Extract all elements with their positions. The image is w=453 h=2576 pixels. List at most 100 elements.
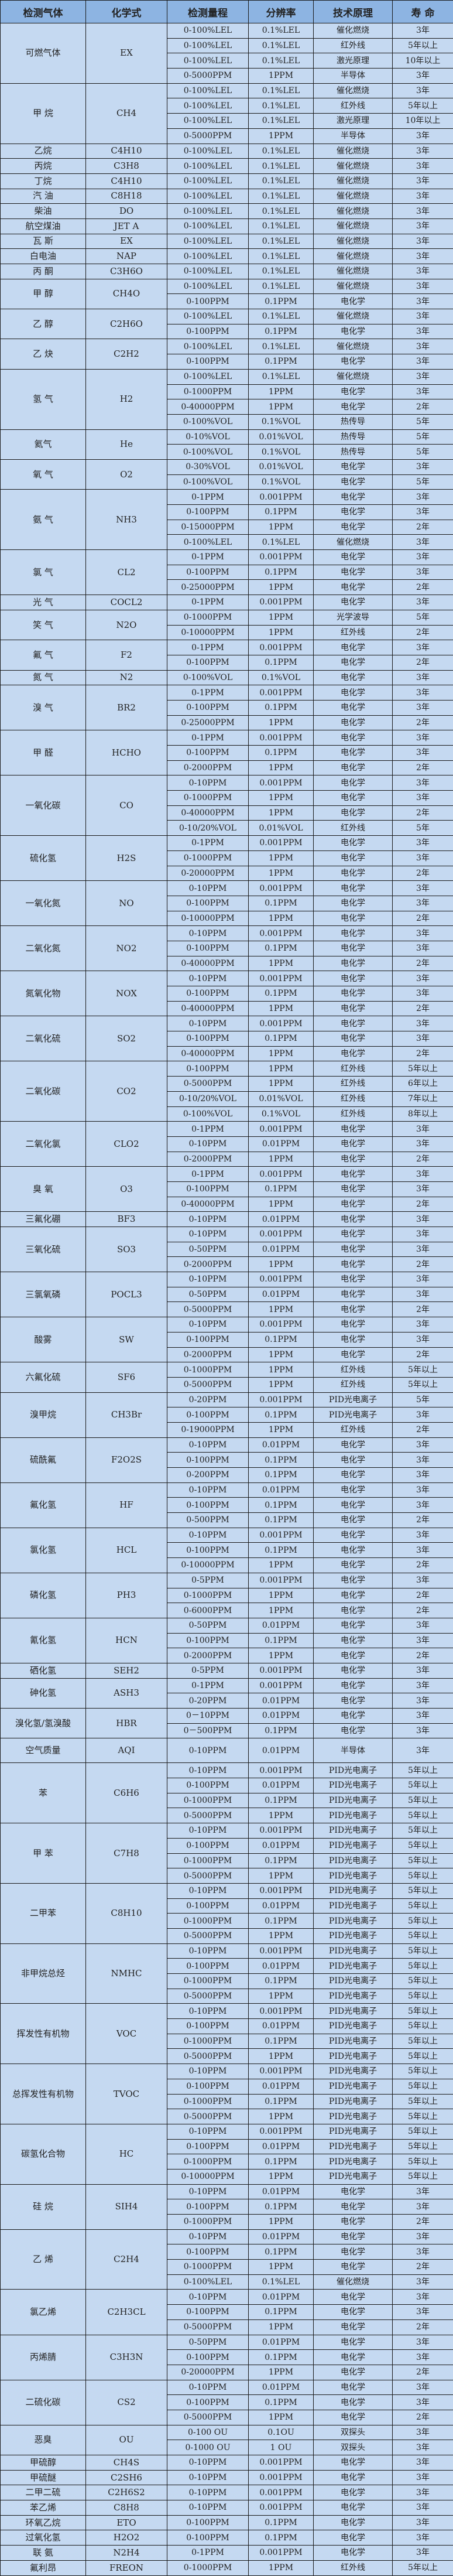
principle-cell: 电化学: [314, 1031, 393, 1047]
formula-cell: SW: [86, 1317, 167, 1362]
principle-cell: 电化学: [314, 2380, 393, 2395]
principle-cell: 电化学: [314, 1678, 393, 1693]
gas-name-cell: 磷化氢: [1, 1573, 86, 1618]
range-cell: 0-2000PPM: [167, 1257, 249, 1272]
formula-cell: HF: [86, 1482, 167, 1528]
principle-cell: 电化学: [314, 324, 393, 339]
gas-name-cell: 丙 酮: [1, 264, 86, 279]
life-cell: 5年: [393, 445, 453, 460]
range-cell: 0-1PPM: [167, 595, 249, 610]
principle-cell: 电化学: [314, 2500, 393, 2516]
resolution-cell: 0.1%VOL: [249, 1106, 314, 1122]
range-cell: 0-15000PPM: [167, 520, 249, 535]
range-cell: 0-1000PPM: [167, 1588, 249, 1603]
principle-cell: PID光电离子: [314, 2079, 393, 2094]
resolution-cell: 0.001PPM: [249, 2124, 314, 2139]
life-cell: 3年: [393, 2350, 453, 2365]
range-cell: 0-5000PPM: [167, 1377, 249, 1392]
resolution-cell: 1PPM: [249, 2560, 314, 2575]
range-cell: 0-10%VOL: [167, 429, 249, 445]
principle-cell: 电化学: [314, 2244, 393, 2260]
principle-cell: 电化学: [314, 775, 393, 791]
life-cell: 5年以上: [393, 2004, 453, 2019]
formula-cell: HCN: [86, 1618, 167, 1663]
principle-cell: 电化学: [314, 490, 393, 505]
formula-cell: HCHO: [86, 730, 167, 775]
formula-cell: C2H6S2: [86, 2485, 167, 2500]
life-cell: 3年: [393, 69, 453, 84]
resolution-cell: 0.1PPM: [249, 896, 314, 911]
resolution-cell: 0.001PPM: [249, 1167, 314, 1182]
range-cell: 0-100PPM: [167, 1633, 249, 1648]
formula-cell: F2O2S: [86, 1437, 167, 1482]
principle-cell: 电化学: [314, 655, 393, 670]
range-cell: 0-100%LEL: [167, 535, 249, 550]
resolution-cell: 0.01PPM: [249, 1709, 314, 1724]
life-cell: 3年: [393, 1468, 453, 1483]
gas-name-cell: 联 氨: [1, 2546, 86, 2561]
principle-cell: 电化学: [314, 384, 393, 399]
life-cell: 3年: [393, 159, 453, 174]
principle-cell: 电化学: [314, 2530, 393, 2546]
life-cell: 3年: [393, 505, 453, 520]
principle-cell: 电化学: [314, 746, 393, 761]
principle-cell: 催化燃烧: [314, 189, 393, 204]
resolution-cell: 0.1PPM: [249, 1793, 314, 1808]
range-cell: 0-100PPM: [167, 294, 249, 309]
range-cell: 0-1PPM: [167, 2546, 249, 2561]
resolution-cell: 0.1%VOL: [249, 414, 314, 429]
life-cell: 2年: [393, 1046, 453, 1061]
gas-name-cell: 非甲烷总烃: [1, 1943, 86, 2004]
principle-cell: 电化学: [314, 1693, 393, 1709]
range-cell: 0-6000PPM: [167, 1603, 249, 1618]
life-cell: 5年以上: [393, 1793, 453, 1808]
range-cell: 0-2000PPM: [167, 1347, 249, 1362]
resolution-cell: 1PPM: [249, 1868, 314, 1884]
resolution-cell: 1PPM: [249, 715, 314, 730]
formula-cell: COCL2: [86, 595, 167, 610]
principle-cell: PID光电离子: [314, 2049, 393, 2064]
header-gas: 检测气体: [1, 1, 86, 23]
formula-cell: HCL: [86, 1528, 167, 1573]
principle-cell: 红外线: [314, 1422, 393, 1437]
principle-cell: 电化学: [314, 941, 393, 956]
range-cell: 0-5000PPM: [167, 2410, 249, 2425]
range-cell: 0-100PPM: [167, 1959, 249, 1974]
gas-name-cell: 甲 烷: [1, 83, 86, 144]
life-cell: 5年以上: [393, 2064, 453, 2079]
principle-cell: 催化燃烧: [314, 144, 393, 159]
life-cell: 3年: [393, 249, 453, 264]
formula-cell: SF6: [86, 1362, 167, 1392]
principle-cell: 电化学: [314, 2335, 393, 2350]
life-cell: 5年以上: [393, 38, 453, 53]
life-cell: 3年: [393, 2199, 453, 2215]
principle-cell: 电化学: [314, 1663, 393, 1678]
range-cell: 0-1PPM: [167, 640, 249, 655]
resolution-cell: 1PPM: [249, 2260, 314, 2275]
range-cell: 0-10PPM: [167, 1136, 249, 1152]
resolution-cell: 0.1PPM: [249, 505, 314, 520]
resolution-cell: 0.1PPM: [249, 1974, 314, 1989]
resolution-cell: 1PPM: [249, 791, 314, 806]
principle-cell: 电化学: [314, 2215, 393, 2230]
principle-cell: 电化学: [314, 1573, 393, 1588]
principle-cell: 电化学: [314, 459, 393, 474]
life-cell: 2年: [393, 866, 453, 881]
gas-name-cell: 氢 气: [1, 369, 86, 429]
life-cell: 5年以上: [393, 1974, 453, 1989]
life-cell: 3年: [393, 881, 453, 896]
gas-name-cell: 柴油: [1, 204, 86, 219]
life-cell: 5年以上: [393, 1808, 453, 1823]
range-cell: 0-100 OU: [167, 2425, 249, 2440]
principle-cell: 半导体: [314, 128, 393, 144]
resolution-cell: 0.1%LEL: [249, 144, 314, 159]
principle-cell: 红外线: [314, 1061, 393, 1077]
life-cell: 5年以上: [393, 1928, 453, 1943]
